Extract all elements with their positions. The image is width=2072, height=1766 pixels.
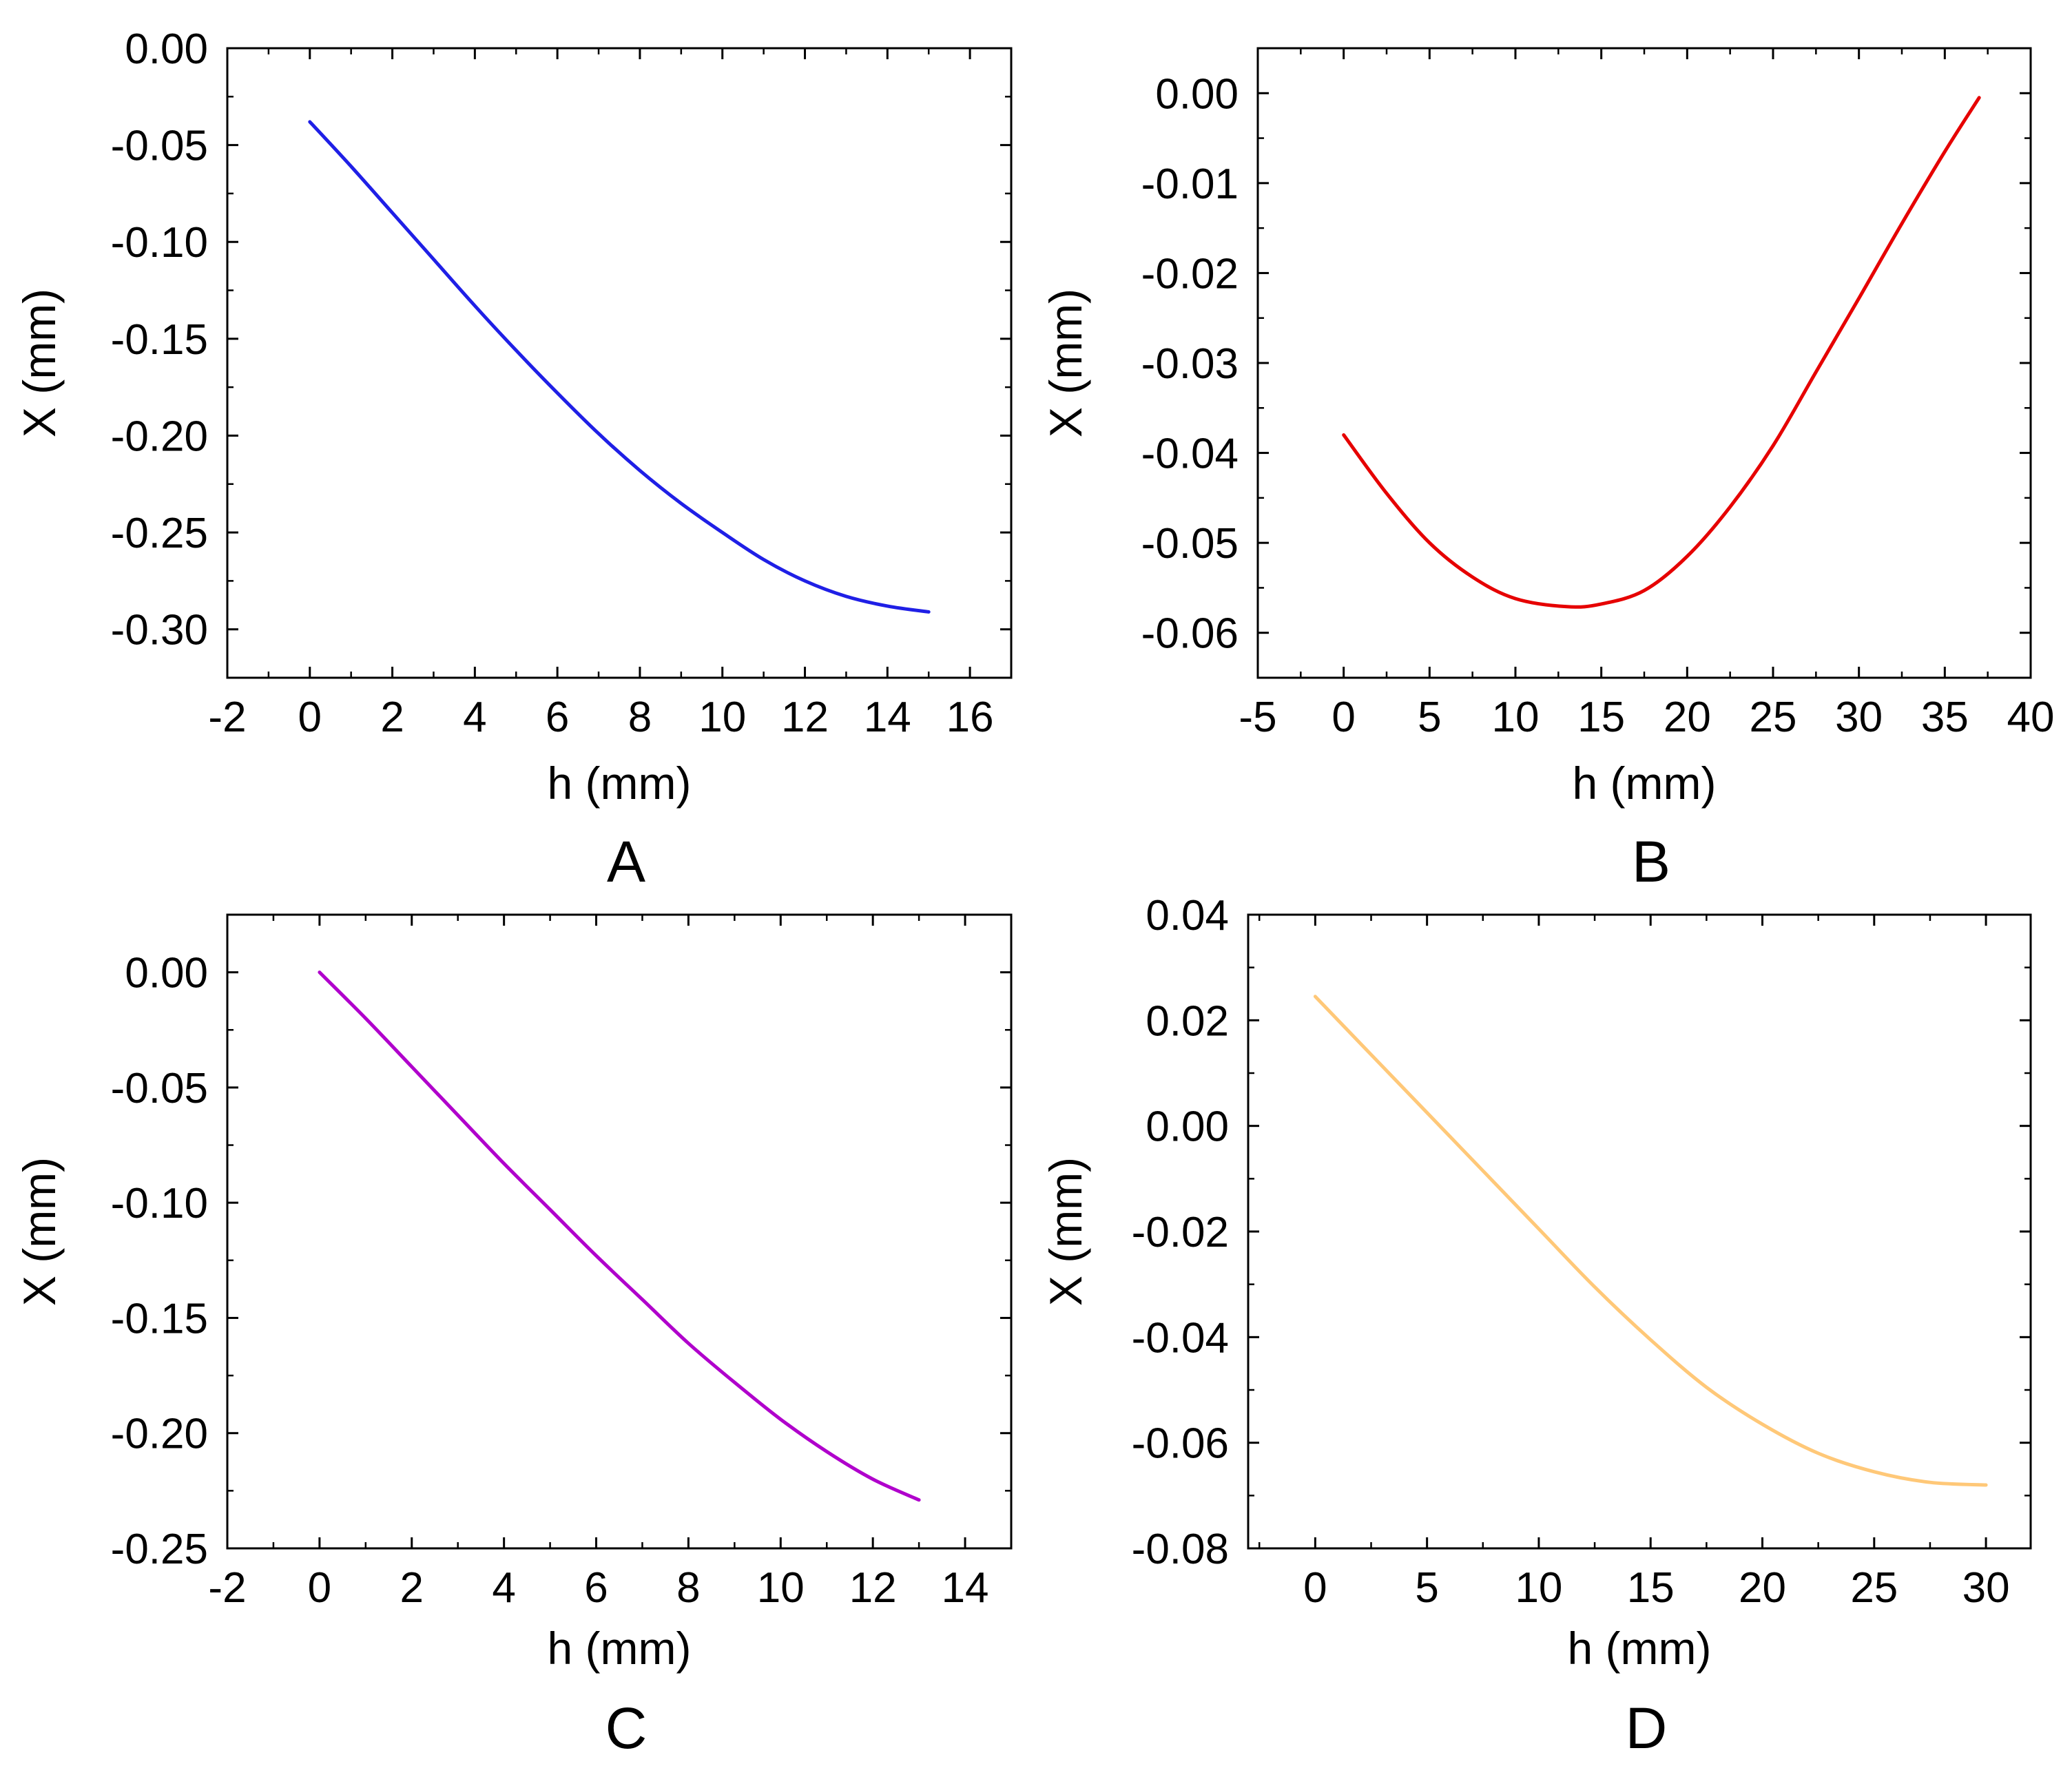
panel-a: -2 0 2 4 6 8 10 12 14 16 0.00 -0.05 -0.10 -0.15 -0.20 -… (14, 25, 1013, 894)
x-tick-label: -2 (208, 694, 246, 741)
x-tick-label: 5 (1415, 1564, 1438, 1612)
y-tick-label: 0.02 (1146, 997, 1229, 1045)
x-tick-label: 8 (628, 694, 652, 741)
x-tick-label: 25 (1750, 694, 1797, 741)
series-line-c (318, 970, 921, 1502)
y-tick-label: -0.08 (1132, 1526, 1229, 1573)
y-tick-label: -0.05 (111, 1065, 208, 1112)
x-tick-label: 14 (942, 1564, 989, 1612)
plot-frame (1256, 47, 2032, 679)
x-tick-label: 0 (1332, 694, 1355, 741)
y-tick-label: -0.15 (111, 1295, 208, 1342)
plot-frame (226, 47, 1013, 679)
x-axis-label: h (mm) (1568, 1623, 1712, 1674)
y-axis-label: X (mm) (1040, 1157, 1091, 1306)
x-tick-label: 0 (1303, 1564, 1327, 1612)
y-tick-label: -0.06 (1132, 1420, 1229, 1468)
x-tick-label: -2 (208, 1564, 246, 1612)
x-tick-label: 5 (1418, 694, 1441, 741)
x-tick-label: 0 (298, 694, 322, 741)
plot-frame (226, 913, 1013, 1550)
panel-letter: C (605, 1696, 648, 1760)
y-tick-label: -0.05 (1141, 520, 1239, 568)
y-tick-label: -0.01 (1141, 160, 1239, 208)
y-axis-label: X (mm) (1040, 289, 1091, 437)
y-axis-label: X (mm) (14, 1157, 65, 1306)
x-tick-label: 30 (1835, 694, 1883, 741)
y-tick-label: 0.00 (1146, 1103, 1229, 1151)
x-tick-label: 15 (1577, 694, 1625, 741)
y-tick-label: -0.15 (111, 316, 208, 364)
y-tick-label: -0.25 (111, 1526, 208, 1573)
x-tick-label: 4 (492, 1564, 515, 1612)
x-tick-label: 10 (698, 694, 746, 741)
series-line-b (1342, 96, 1981, 609)
x-tick-label: 2 (400, 1564, 424, 1612)
y-tick-label: -0.30 (111, 607, 208, 654)
plot-frame (1247, 913, 2032, 1550)
x-tick-label: 10 (757, 1564, 805, 1612)
x-tick-label: 4 (463, 694, 486, 741)
panel-letter: A (607, 829, 645, 894)
series-line-d (1313, 995, 1988, 1487)
panel-c: -2 0 2 4 6 8 10 12 14 0.00 -0.05 -0.10 -0.15 -0.20 -0.… (14, 913, 1013, 1760)
y-tick-label: -0.02 (1132, 1209, 1229, 1256)
y-tick-label: -0.03 (1141, 340, 1239, 388)
y-tick-label: -0.02 (1141, 250, 1239, 298)
x-tick-label: 35 (1921, 694, 1969, 741)
panel-letter: B (1632, 829, 1670, 894)
y-tick-label: 0.00 (125, 950, 208, 997)
x-tick-label: 25 (1850, 1564, 1898, 1612)
x-tick-label: 2 (380, 694, 404, 741)
panel-d: 0 5 10 15 20 25 30 0.04 0.02 0.00 -0.02 -0.04 -0.06 -… (1040, 892, 2032, 1760)
x-tick-label: -5 (1239, 694, 1276, 741)
y-tick-label: -0.20 (111, 1411, 208, 1458)
x-tick-label: 30 (1962, 1564, 2010, 1612)
x-axis-label: h (mm) (548, 758, 692, 809)
x-tick-label: 20 (1664, 694, 1711, 741)
y-tick-label: 0.00 (1155, 70, 1239, 118)
y-tick-label: -0.10 (111, 219, 208, 267)
y-tick-label: -0.05 (111, 123, 208, 170)
x-tick-label: 14 (864, 694, 911, 741)
series-line-a (308, 120, 931, 614)
x-tick-label: 10 (1492, 694, 1540, 741)
x-tick-label: 6 (584, 1564, 608, 1612)
y-tick-label: 0.04 (1146, 892, 1229, 939)
x-tick-label: 10 (1515, 1564, 1562, 1612)
x-tick-label: 0 (308, 1564, 331, 1612)
y-tick-label: -0.06 (1141, 610, 1239, 658)
x-tick-label: 20 (1739, 1564, 1786, 1612)
panel-b: -5 0 5 10 15 20 25 30 35 40 0.00 -0.01 -0.02 -0.03 -0.… (1040, 47, 2055, 894)
x-tick-label: 16 (946, 694, 994, 741)
panel-letter: D (1626, 1696, 1668, 1760)
y-tick-label: 0.00 (125, 25, 208, 73)
y-tick-label: -0.20 (111, 413, 208, 460)
y-tick-label: -0.10 (111, 1180, 208, 1227)
y-axis-label: X (mm) (14, 289, 65, 437)
x-axis-label: h (mm) (1573, 758, 1717, 809)
x-tick-label: 12 (849, 1564, 897, 1612)
x-tick-label: 40 (2007, 694, 2055, 741)
x-axis-label: h (mm) (548, 1623, 692, 1674)
y-tick-label: -0.04 (1141, 430, 1239, 478)
x-tick-label: 15 (1627, 1564, 1675, 1612)
x-tick-label: 6 (546, 694, 569, 741)
y-tick-label: -0.25 (111, 510, 208, 557)
x-tick-label: 8 (676, 1564, 700, 1612)
y-tick-label: -0.04 (1132, 1314, 1229, 1362)
x-tick-label: 12 (781, 694, 829, 741)
